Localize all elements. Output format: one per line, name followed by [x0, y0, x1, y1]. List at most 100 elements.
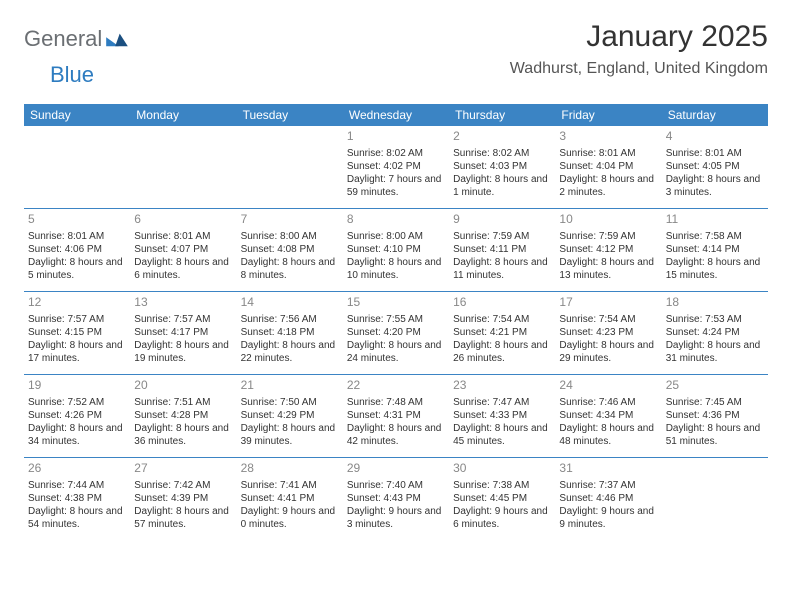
sunrise-text: Sunrise: 8:01 AM [28, 230, 126, 243]
day-cell: 6Sunrise: 8:01 AMSunset: 4:07 PMDaylight… [130, 209, 236, 291]
day-header: Wednesday [343, 104, 449, 126]
day-number: 3 [559, 129, 657, 145]
day-number: 4 [666, 129, 764, 145]
daylight-text: Daylight: 9 hours and 9 minutes. [559, 505, 657, 531]
day-number: 16 [453, 295, 551, 311]
day-cell: 1Sunrise: 8:02 AMSunset: 4:02 PMDaylight… [343, 126, 449, 208]
sunrise-text: Sunrise: 7:53 AM [666, 313, 764, 326]
sunrise-text: Sunrise: 7:50 AM [241, 396, 339, 409]
daylight-text: Daylight: 8 hours and 17 minutes. [28, 339, 126, 365]
daylight-text: Daylight: 9 hours and 0 minutes. [241, 505, 339, 531]
brand-mark-icon [106, 30, 128, 48]
sunrise-text: Sunrise: 7:46 AM [559, 396, 657, 409]
month-title: January 2025 [510, 20, 768, 54]
day-number: 29 [347, 461, 445, 477]
day-cell: 2Sunrise: 8:02 AMSunset: 4:03 PMDaylight… [449, 126, 555, 208]
daylight-text: Daylight: 8 hours and 19 minutes. [134, 339, 232, 365]
day-cell: 7Sunrise: 8:00 AMSunset: 4:08 PMDaylight… [237, 209, 343, 291]
sunset-text: Sunset: 4:38 PM [28, 492, 126, 505]
sunrise-text: Sunrise: 7:59 AM [453, 230, 551, 243]
sunset-text: Sunset: 4:04 PM [559, 160, 657, 173]
sunrise-text: Sunrise: 7:41 AM [241, 479, 339, 492]
daylight-text: Daylight: 8 hours and 54 minutes. [28, 505, 126, 531]
day-cell: 25Sunrise: 7:45 AMSunset: 4:36 PMDayligh… [662, 375, 768, 457]
day-cell: 8Sunrise: 8:00 AMSunset: 4:10 PMDaylight… [343, 209, 449, 291]
day-cell: 24Sunrise: 7:46 AMSunset: 4:34 PMDayligh… [555, 375, 661, 457]
day-number: 15 [347, 295, 445, 311]
sunset-text: Sunset: 4:43 PM [347, 492, 445, 505]
sunrise-text: Sunrise: 8:00 AM [347, 230, 445, 243]
day-cell: 31Sunrise: 7:37 AMSunset: 4:46 PMDayligh… [555, 458, 661, 540]
day-number: 10 [559, 212, 657, 228]
day-number: 23 [453, 378, 551, 394]
day-header: Sunday [24, 104, 130, 126]
day-cell [662, 458, 768, 540]
sunrise-text: Sunrise: 8:02 AM [453, 147, 551, 160]
daylight-text: Daylight: 8 hours and 57 minutes. [134, 505, 232, 531]
daylight-text: Daylight: 9 hours and 3 minutes. [347, 505, 445, 531]
day-number: 5 [28, 212, 126, 228]
sunrise-text: Sunrise: 7:52 AM [28, 396, 126, 409]
day-cell: 15Sunrise: 7:55 AMSunset: 4:20 PMDayligh… [343, 292, 449, 374]
day-cell: 21Sunrise: 7:50 AMSunset: 4:29 PMDayligh… [237, 375, 343, 457]
daylight-text: Daylight: 8 hours and 36 minutes. [134, 422, 232, 448]
sunset-text: Sunset: 4:36 PM [666, 409, 764, 422]
sunrise-text: Sunrise: 7:54 AM [559, 313, 657, 326]
sunrise-text: Sunrise: 7:56 AM [241, 313, 339, 326]
daylight-text: Daylight: 8 hours and 2 minutes. [559, 173, 657, 199]
day-number: 30 [453, 461, 551, 477]
day-cell [24, 126, 130, 208]
day-number: 20 [134, 378, 232, 394]
calendar-page: General January 2025 Wadhurst, England, … [0, 0, 792, 560]
daylight-text: Daylight: 8 hours and 15 minutes. [666, 256, 764, 282]
daylight-text: Daylight: 9 hours and 6 minutes. [453, 505, 551, 531]
day-cell: 27Sunrise: 7:42 AMSunset: 4:39 PMDayligh… [130, 458, 236, 540]
day-number: 22 [347, 378, 445, 394]
day-number: 14 [241, 295, 339, 311]
day-number: 25 [666, 378, 764, 394]
day-cell: 20Sunrise: 7:51 AMSunset: 4:28 PMDayligh… [130, 375, 236, 457]
sunset-text: Sunset: 4:06 PM [28, 243, 126, 256]
sunset-text: Sunset: 4:03 PM [453, 160, 551, 173]
day-number: 6 [134, 212, 232, 228]
daylight-text: Daylight: 8 hours and 26 minutes. [453, 339, 551, 365]
sunset-text: Sunset: 4:23 PM [559, 326, 657, 339]
day-number: 1 [347, 129, 445, 145]
calendar-table: SundayMondayTuesdayWednesdayThursdayFrid… [24, 104, 768, 540]
daylight-text: Daylight: 8 hours and 34 minutes. [28, 422, 126, 448]
daylight-text: Daylight: 8 hours and 5 minutes. [28, 256, 126, 282]
day-number: 18 [666, 295, 764, 311]
sunset-text: Sunset: 4:05 PM [666, 160, 764, 173]
daylight-text: Daylight: 8 hours and 31 minutes. [666, 339, 764, 365]
sunrise-text: Sunrise: 8:00 AM [241, 230, 339, 243]
day-number: 24 [559, 378, 657, 394]
day-header: Saturday [662, 104, 768, 126]
sunset-text: Sunset: 4:08 PM [241, 243, 339, 256]
day-cell: 13Sunrise: 7:57 AMSunset: 4:17 PMDayligh… [130, 292, 236, 374]
day-cell: 19Sunrise: 7:52 AMSunset: 4:26 PMDayligh… [24, 375, 130, 457]
day-cell: 23Sunrise: 7:47 AMSunset: 4:33 PMDayligh… [449, 375, 555, 457]
title-block: January 2025 Wadhurst, England, United K… [510, 20, 768, 78]
day-header-row: SundayMondayTuesdayWednesdayThursdayFrid… [24, 104, 768, 126]
daylight-text: Daylight: 8 hours and 1 minute. [453, 173, 551, 199]
day-cell: 30Sunrise: 7:38 AMSunset: 4:45 PMDayligh… [449, 458, 555, 540]
day-cell: 12Sunrise: 7:57 AMSunset: 4:15 PMDayligh… [24, 292, 130, 374]
sunset-text: Sunset: 4:26 PM [28, 409, 126, 422]
sunrise-text: Sunrise: 7:47 AM [453, 396, 551, 409]
daylight-text: Daylight: 8 hours and 3 minutes. [666, 173, 764, 199]
day-number: 13 [134, 295, 232, 311]
sunrise-text: Sunrise: 7:44 AM [28, 479, 126, 492]
day-number: 8 [347, 212, 445, 228]
sunset-text: Sunset: 4:12 PM [559, 243, 657, 256]
sunset-text: Sunset: 4:46 PM [559, 492, 657, 505]
location-subtitle: Wadhurst, England, United Kingdom [510, 60, 768, 78]
sunrise-text: Sunrise: 8:02 AM [347, 147, 445, 160]
day-cell: 16Sunrise: 7:54 AMSunset: 4:21 PMDayligh… [449, 292, 555, 374]
sunset-text: Sunset: 4:15 PM [28, 326, 126, 339]
sunset-text: Sunset: 4:31 PM [347, 409, 445, 422]
day-cell: 9Sunrise: 7:59 AMSunset: 4:11 PMDaylight… [449, 209, 555, 291]
day-header: Tuesday [237, 104, 343, 126]
week-row: 5Sunrise: 8:01 AMSunset: 4:06 PMDaylight… [24, 209, 768, 291]
sunrise-text: Sunrise: 8:01 AM [134, 230, 232, 243]
day-cell: 28Sunrise: 7:41 AMSunset: 4:41 PMDayligh… [237, 458, 343, 540]
